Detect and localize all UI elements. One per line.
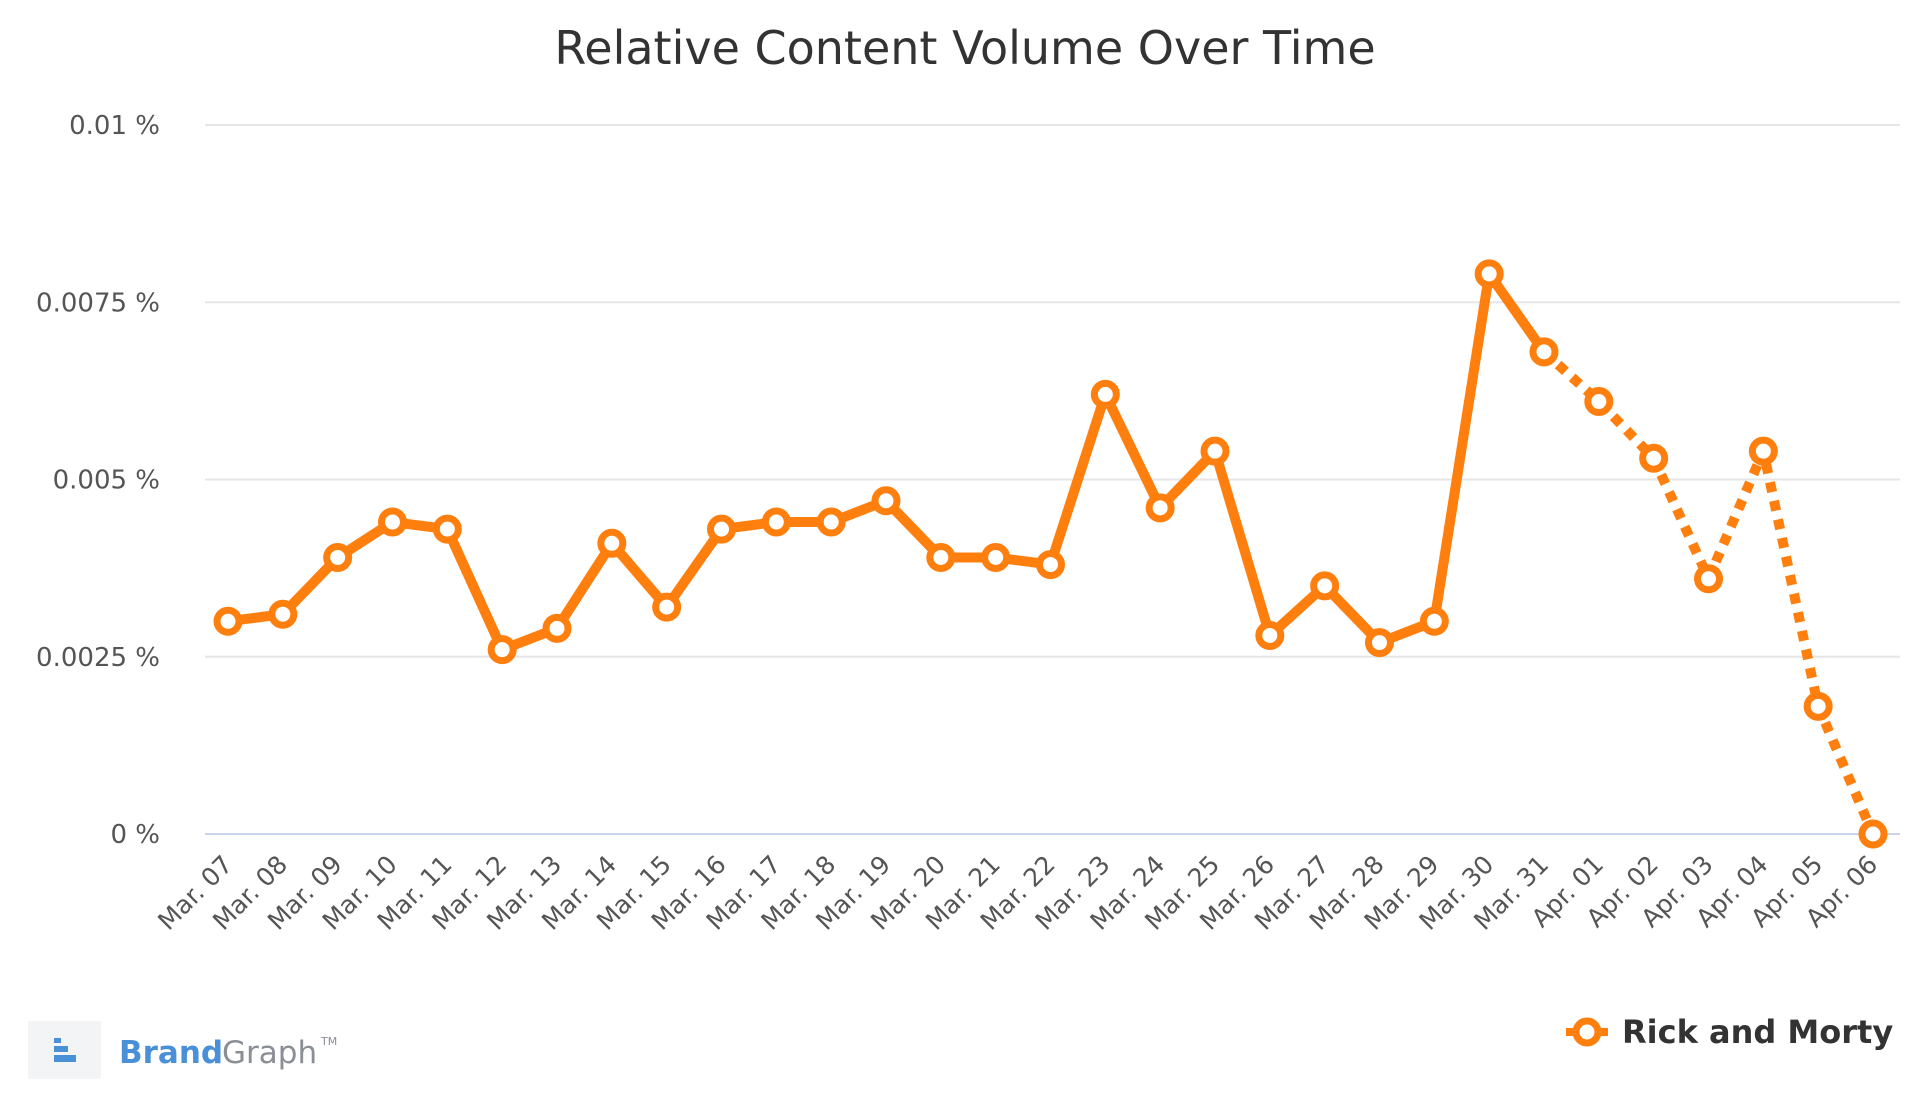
y-tick-label: 0 % — [110, 820, 160, 850]
data-point[interactable] — [1036, 550, 1065, 580]
data-point[interactable] — [1694, 564, 1723, 594]
data-point[interactable] — [871, 486, 901, 516]
data-point[interactable] — [1310, 571, 1340, 601]
data-point[interactable] — [1474, 259, 1504, 289]
logo-bar-3 — [54, 1055, 76, 1062]
data-point[interactable] — [323, 542, 353, 572]
data-point[interactable] — [926, 542, 956, 572]
data-point[interactable] — [213, 606, 243, 636]
brand-name-graph: Graph — [222, 1035, 317, 1071]
y-axis-ticks: 0 % 0.0025 % 0.005 % 0.0075 % 0.01 % — [36, 111, 160, 850]
series-line-solid — [223, 268, 1549, 655]
logo-bar-1 — [54, 1038, 61, 1043]
data-point[interactable] — [487, 635, 517, 665]
data-point[interactable] — [1200, 436, 1230, 466]
brand-tm: TM — [320, 1035, 337, 1048]
data-point[interactable] — [432, 514, 462, 544]
data-point[interactable] — [268, 599, 298, 629]
data-point[interactable] — [597, 528, 627, 558]
data-point[interactable] — [1365, 628, 1394, 658]
y-tick-label: 0.01 % — [69, 111, 160, 141]
y-tick-label: 0.0075 % — [36, 288, 160, 318]
data-point[interactable] — [1529, 337, 1559, 367]
data-point[interactable] — [1803, 691, 1833, 721]
legend-marker — [1572, 1017, 1602, 1047]
logo-bar-2 — [54, 1046, 68, 1052]
data-point[interactable] — [652, 592, 682, 622]
data-point[interactable] — [378, 507, 407, 537]
data-point[interactable] — [1145, 493, 1175, 523]
data-point[interactable] — [1419, 606, 1449, 636]
legend-label: Rick and Morty — [1622, 1013, 1893, 1051]
data-point[interactable] — [1748, 436, 1778, 466]
data-point[interactable] — [1090, 379, 1120, 409]
y-tick-label: 0.005 % — [53, 466, 160, 496]
grid-lines — [205, 124, 1900, 835]
brandgraph-logo: Brand Graph TM — [28, 1021, 337, 1079]
data-point[interactable] — [761, 507, 791, 537]
data-point[interactable] — [1858, 819, 1888, 849]
data-point[interactable] — [707, 514, 736, 544]
legend[interactable]: Rick and Morty — [1566, 1013, 1893, 1051]
y-tick-label: 0.0025 % — [36, 643, 160, 673]
data-point[interactable] — [816, 507, 846, 537]
data-point[interactable] — [1255, 620, 1285, 650]
data-point[interactable] — [1639, 443, 1669, 473]
data-point[interactable] — [981, 542, 1011, 572]
brand-name-brand: Brand — [119, 1035, 223, 1071]
chart-title: Relative Content Volume Over Time — [554, 21, 1375, 75]
series-rick-and-morty — [213, 259, 1888, 849]
data-point[interactable] — [1584, 387, 1614, 417]
data-point[interactable] — [542, 613, 572, 643]
